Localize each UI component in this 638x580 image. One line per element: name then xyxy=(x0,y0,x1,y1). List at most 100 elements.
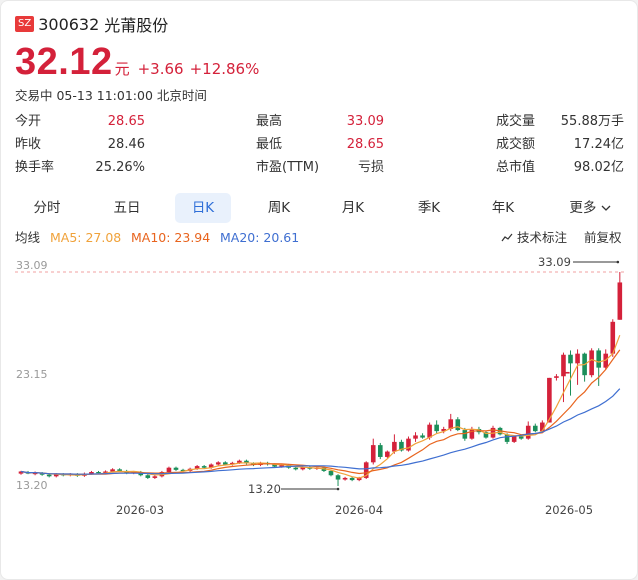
stat-label: 成交量 xyxy=(496,114,536,129)
candle xyxy=(455,417,461,432)
candle-body xyxy=(518,436,524,439)
candle-body xyxy=(441,428,446,432)
candle-body xyxy=(103,471,108,474)
candle-body xyxy=(201,466,207,468)
candle-body xyxy=(215,462,221,465)
candle-body xyxy=(617,282,623,320)
candle-body xyxy=(575,353,580,364)
stat-label: 昨收 xyxy=(15,137,42,152)
candle-body xyxy=(504,434,510,442)
y-tick-label: 23.15 xyxy=(16,368,48,381)
candle-body xyxy=(293,467,299,470)
ma20-line xyxy=(20,388,621,475)
candle xyxy=(547,377,552,423)
candle xyxy=(215,461,221,466)
candle-body xyxy=(272,464,277,467)
candle-body xyxy=(145,475,151,478)
candle xyxy=(596,348,601,386)
stock-name: 光莆股份 xyxy=(104,16,169,35)
candle-body xyxy=(568,354,573,364)
candle xyxy=(293,466,299,471)
exchange-badge: SZ xyxy=(15,16,35,32)
candle xyxy=(392,434,397,454)
adjust-mode-button[interactable]: 前复权 xyxy=(584,230,622,245)
x-tick-label: 2026-04 xyxy=(335,503,383,517)
tab-quarterly-k[interactable]: 季K xyxy=(417,200,441,216)
stat-label: 总市值 xyxy=(496,160,536,175)
price-row: 32.12 元 +3.66 +12.86% xyxy=(15,41,265,85)
candle xyxy=(370,438,376,465)
candle xyxy=(385,450,390,459)
candle xyxy=(328,469,334,477)
price-unit: 元 xyxy=(114,60,130,78)
candle-body xyxy=(96,472,101,474)
candle-body xyxy=(377,445,383,457)
tab-daily-k[interactable]: 日K xyxy=(175,193,231,223)
candle xyxy=(342,476,348,481)
indicator-label: 技术标注 xyxy=(516,230,567,245)
candle-body xyxy=(32,472,38,475)
candle-body xyxy=(237,460,242,463)
ma5-value: MA5: 27.08 xyxy=(50,230,122,245)
candle xyxy=(525,421,531,440)
candle xyxy=(617,272,623,320)
candle-body xyxy=(53,474,59,477)
candle-body xyxy=(610,321,616,354)
candle-body xyxy=(392,441,397,452)
candle-body xyxy=(328,470,334,476)
candle-body xyxy=(370,445,376,463)
candle-body xyxy=(540,422,545,432)
ma-label: 均线 xyxy=(15,230,41,245)
candle xyxy=(434,420,439,434)
candle xyxy=(145,474,151,480)
candle-body xyxy=(279,465,284,467)
last-price: 32.12 xyxy=(15,41,113,83)
ma10-value: MA10: 23.94 xyxy=(131,230,211,245)
indicator-button[interactable]: 技术标注 xyxy=(501,230,567,246)
stat-value: 55.88万手 xyxy=(560,114,624,129)
candle-body xyxy=(117,469,122,471)
candle xyxy=(568,350,573,396)
chevron-down-icon xyxy=(601,205,611,211)
tab-weekly-k[interactable]: 周K xyxy=(267,200,291,216)
stat-value: 25.26% xyxy=(95,160,145,175)
candle xyxy=(420,433,425,439)
candle-body xyxy=(462,430,468,439)
candle-body xyxy=(448,419,454,429)
candle-body xyxy=(166,467,172,473)
stock-code: 300632 xyxy=(38,14,100,34)
candle-body xyxy=(300,467,306,470)
max-price-label: 33.09 xyxy=(538,255,571,269)
candle-body xyxy=(547,377,552,423)
candle xyxy=(335,474,341,486)
chart-line-icon xyxy=(501,233,513,242)
candle-body xyxy=(18,471,24,474)
candle-body xyxy=(223,462,228,465)
candle-body xyxy=(342,477,348,480)
candle xyxy=(582,352,587,382)
stat-value: 28.65 xyxy=(107,114,145,129)
candle xyxy=(377,442,383,460)
candle-body xyxy=(532,425,538,432)
tab-more-label: 更多 xyxy=(569,200,597,216)
tab-more[interactable]: 更多 xyxy=(555,193,625,223)
candle-body xyxy=(244,460,249,464)
stat-label: 今开 xyxy=(15,114,42,129)
candle xyxy=(173,466,179,471)
candle-body xyxy=(349,477,355,481)
tab-intraday[interactable]: 分时 xyxy=(33,200,61,216)
candle xyxy=(406,436,411,452)
candle-body xyxy=(596,350,601,368)
candle-body xyxy=(356,477,362,481)
candle-body xyxy=(173,467,179,470)
candle xyxy=(563,371,570,374)
tab-five-day[interactable]: 五日 xyxy=(113,200,141,216)
stat-value: 33.09 xyxy=(346,114,384,129)
ma10-line xyxy=(20,349,621,475)
tab-yearly-k[interactable]: 年K xyxy=(491,200,515,216)
candle-body xyxy=(230,462,235,465)
tab-monthly-k[interactable]: 月K xyxy=(341,200,365,216)
stat-label: 市盈(TTM) xyxy=(256,160,320,175)
candle-body xyxy=(406,438,411,451)
kline-chart[interactable]: 33.09 23.15 13.20 2026-03 2026-04 2026-0… xyxy=(1,251,637,523)
